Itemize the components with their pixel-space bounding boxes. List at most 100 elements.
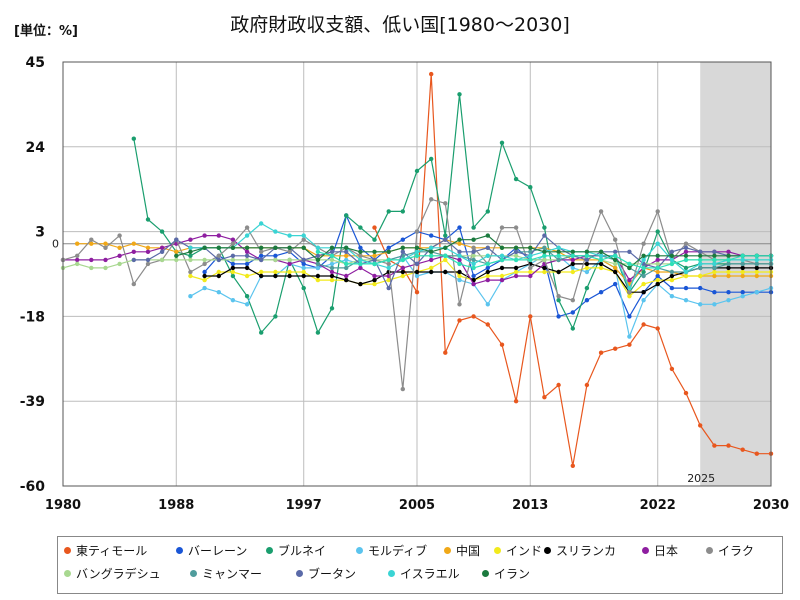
data-point (202, 285, 207, 291)
data-point (528, 185, 533, 190)
y-tick-label: -60 (20, 479, 46, 495)
data-point (145, 257, 151, 263)
data-point (641, 298, 646, 303)
data-point (372, 237, 377, 242)
legend-marker (190, 570, 197, 577)
data-point (627, 265, 632, 271)
data-point (641, 257, 646, 263)
data-point (698, 285, 703, 291)
data-point (698, 423, 703, 428)
data-point (485, 269, 490, 275)
data-point (613, 253, 618, 258)
data-point (471, 261, 476, 267)
legend-item: ミャンマー (190, 565, 262, 582)
data-point (471, 273, 476, 279)
data-point (513, 265, 519, 271)
data-point (216, 245, 221, 250)
data-point (683, 269, 689, 275)
data-point (698, 261, 703, 267)
data-point (754, 273, 759, 279)
data-point (202, 257, 207, 263)
data-point (372, 253, 377, 258)
data-point (655, 326, 660, 331)
data-point (712, 273, 717, 279)
data-point (528, 253, 533, 258)
data-point (683, 273, 689, 279)
data-point (75, 241, 80, 246)
data-point (386, 249, 391, 254)
series-line (133, 94, 771, 335)
data-point (754, 253, 759, 258)
data-point (315, 277, 321, 283)
data-point (499, 245, 505, 250)
data-point (329, 273, 335, 279)
data-point (528, 273, 533, 279)
data-point (259, 330, 264, 335)
legend-item: スリランカ (544, 542, 616, 559)
data-point (344, 273, 349, 279)
data-point (683, 285, 689, 291)
data-point (386, 257, 391, 263)
data-point (726, 257, 731, 263)
data-point (89, 265, 94, 271)
chart-title: 政府財政収支額、低い国[1980～2030] (230, 14, 570, 36)
forecast-region (700, 62, 771, 486)
data-point (669, 285, 675, 291)
data-point (471, 314, 476, 319)
data-point (598, 350, 604, 355)
data-point (570, 298, 575, 303)
data-point (174, 253, 179, 258)
data-point (202, 261, 207, 267)
data-point (301, 233, 306, 238)
data-point (513, 257, 519, 263)
data-point (655, 277, 660, 283)
data-point (726, 265, 731, 271)
data-point (641, 241, 646, 246)
data-point (259, 245, 264, 250)
data-point (174, 249, 179, 254)
data-point (145, 261, 151, 267)
data-point (244, 249, 250, 254)
data-point (683, 257, 689, 263)
data-point (315, 257, 321, 263)
data-point (740, 253, 745, 258)
data-point (230, 273, 236, 279)
data-point (542, 249, 547, 254)
data-point (414, 290, 420, 295)
data-point (556, 294, 561, 299)
data-point (174, 237, 179, 242)
data-point (457, 277, 462, 283)
data-point (315, 261, 321, 267)
legend-item: バーレーン (176, 542, 247, 559)
data-point (683, 298, 689, 303)
y-tick-label: 3 (35, 225, 45, 241)
legend-item: インド (494, 542, 542, 559)
data-point (89, 257, 94, 263)
data-point (457, 302, 462, 307)
data-point (613, 269, 618, 275)
data-point (372, 225, 377, 230)
data-point (273, 314, 278, 319)
data-point (216, 273, 221, 279)
data-point (584, 261, 590, 267)
data-point (598, 253, 604, 258)
legend-item: モルディブ (356, 542, 427, 559)
data-point (740, 261, 745, 267)
data-point (712, 265, 717, 271)
data-point (117, 233, 122, 238)
data-point (669, 253, 675, 258)
legend-label: 東ティモール (76, 544, 148, 558)
legend-label: スリランカ (556, 544, 617, 558)
data-point (570, 249, 575, 254)
data-point (556, 249, 561, 254)
data-point (485, 322, 490, 327)
data-point (429, 245, 434, 250)
data-point (117, 261, 122, 267)
data-point (344, 249, 349, 254)
data-point (740, 269, 745, 275)
data-point (471, 237, 476, 242)
legend-label: バングラデシュ (76, 567, 161, 581)
data-point (556, 245, 561, 250)
data-point (344, 261, 349, 267)
data-point (301, 285, 306, 291)
